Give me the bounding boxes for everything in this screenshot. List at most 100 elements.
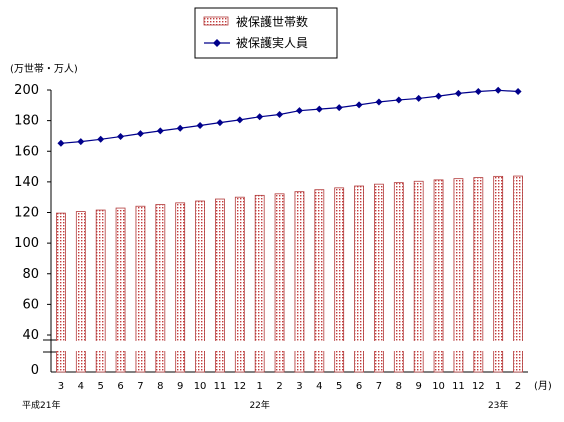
line-point — [454, 89, 462, 97]
x-tick-label: 2 — [515, 381, 521, 392]
y-tick-label: 0 — [31, 363, 39, 378]
line-point — [276, 111, 284, 118]
axis-break-gap — [52, 341, 528, 351]
x-tick-label: 6 — [356, 381, 362, 392]
line-point — [97, 135, 105, 143]
bar — [413, 180, 424, 373]
line-point — [136, 130, 144, 138]
bar — [274, 193, 285, 373]
year-label: 平成21年 — [22, 399, 60, 411]
x-tick-label: 2 — [276, 381, 282, 392]
x-tick-label: 6 — [117, 381, 123, 392]
bar — [453, 178, 464, 373]
line-point — [156, 127, 164, 135]
x-tick-label: 9 — [177, 381, 183, 392]
line-point — [176, 124, 184, 132]
y-tick-label: 80 — [22, 267, 39, 282]
line-point — [256, 113, 264, 121]
bar — [334, 187, 345, 373]
bar — [75, 211, 86, 373]
bar — [175, 202, 186, 373]
line-point — [315, 105, 323, 113]
bar — [135, 205, 146, 373]
y-ticks: 0 40 60 80 100 120 140 160 180 200 — [14, 83, 51, 378]
x-tick-label: 10 — [432, 381, 445, 392]
bar — [115, 207, 126, 373]
x-tick-label: 8 — [157, 381, 163, 392]
x-tick-label: 4 — [316, 381, 322, 392]
legend-box — [194, 7, 338, 59]
x-tick-label: 1 — [257, 381, 263, 392]
x-tick-label: 5 — [98, 381, 104, 392]
line-point — [117, 133, 125, 141]
bar — [473, 177, 484, 373]
bar — [56, 212, 66, 373]
y-tick-label: 40 — [22, 328, 39, 343]
line-point — [474, 88, 482, 96]
x-tick-label: 3 — [58, 381, 64, 392]
line-series — [57, 86, 522, 147]
legend-line-marker — [213, 39, 221, 47]
line-point — [216, 119, 224, 127]
legend: 被保護世帯数 被保護実人員 — [194, 7, 338, 59]
x-tick-label: 8 — [396, 381, 402, 392]
x-tick-label: 11 — [214, 381, 227, 392]
x-tick-label: 12 — [233, 381, 246, 392]
bar — [294, 191, 305, 373]
bar — [155, 204, 166, 373]
x-tick-label: 9 — [416, 381, 422, 392]
bar — [234, 196, 245, 373]
y-tick-label: 200 — [14, 83, 39, 98]
x-tick-label: 10 — [194, 381, 207, 392]
line-point — [355, 101, 363, 109]
line-point — [494, 86, 502, 94]
line-point — [295, 107, 303, 115]
bar — [354, 185, 364, 373]
bar — [215, 198, 225, 373]
series-line-path — [60, 89, 519, 144]
line-point — [375, 98, 383, 106]
y-tick-label: 180 — [14, 114, 39, 129]
y-tick-label: 140 — [14, 175, 39, 190]
legend-bar-label: 被保護世帯数 — [236, 14, 308, 29]
y-tick-label: 120 — [14, 206, 39, 221]
y-tick-label: 60 — [22, 297, 39, 312]
y-unit-label: (万世帯・万人) — [10, 62, 78, 75]
line-point — [435, 92, 443, 100]
bar — [314, 189, 325, 373]
bar — [433, 179, 444, 373]
y-tick-label: 160 — [14, 144, 39, 159]
line-point — [236, 116, 244, 124]
x-tick-label: 7 — [376, 381, 382, 392]
x-tick-label: 5 — [336, 381, 342, 392]
bar — [513, 175, 523, 373]
x-tick-label: 1 — [495, 381, 501, 392]
year-label: 22年 — [249, 399, 269, 411]
line-point — [77, 138, 85, 146]
bar — [195, 200, 205, 373]
bars — [52, 175, 528, 373]
line-point — [395, 96, 403, 104]
year-label: 23年 — [488, 399, 508, 411]
bar — [493, 175, 504, 373]
bar — [95, 209, 106, 373]
y-tick-label: 100 — [14, 236, 39, 251]
line-point — [415, 94, 423, 102]
bar — [374, 183, 384, 373]
x-tick-label: 12 — [472, 381, 485, 392]
legend-line-label: 被保護実人員 — [236, 35, 308, 50]
x-unit-label: (月) — [534, 380, 552, 392]
x-tick-label: 4 — [78, 381, 84, 392]
line-point — [335, 104, 343, 112]
x-tick-label: 11 — [452, 381, 465, 392]
x-tick-label: 3 — [296, 381, 302, 392]
bar — [393, 182, 404, 373]
x-tick-label: 7 — [137, 381, 143, 392]
legend-bar-swatch — [203, 16, 229, 26]
bar — [254, 194, 265, 373]
line-point — [196, 122, 204, 130]
line-point — [514, 88, 522, 96]
line-point — [57, 139, 65, 147]
